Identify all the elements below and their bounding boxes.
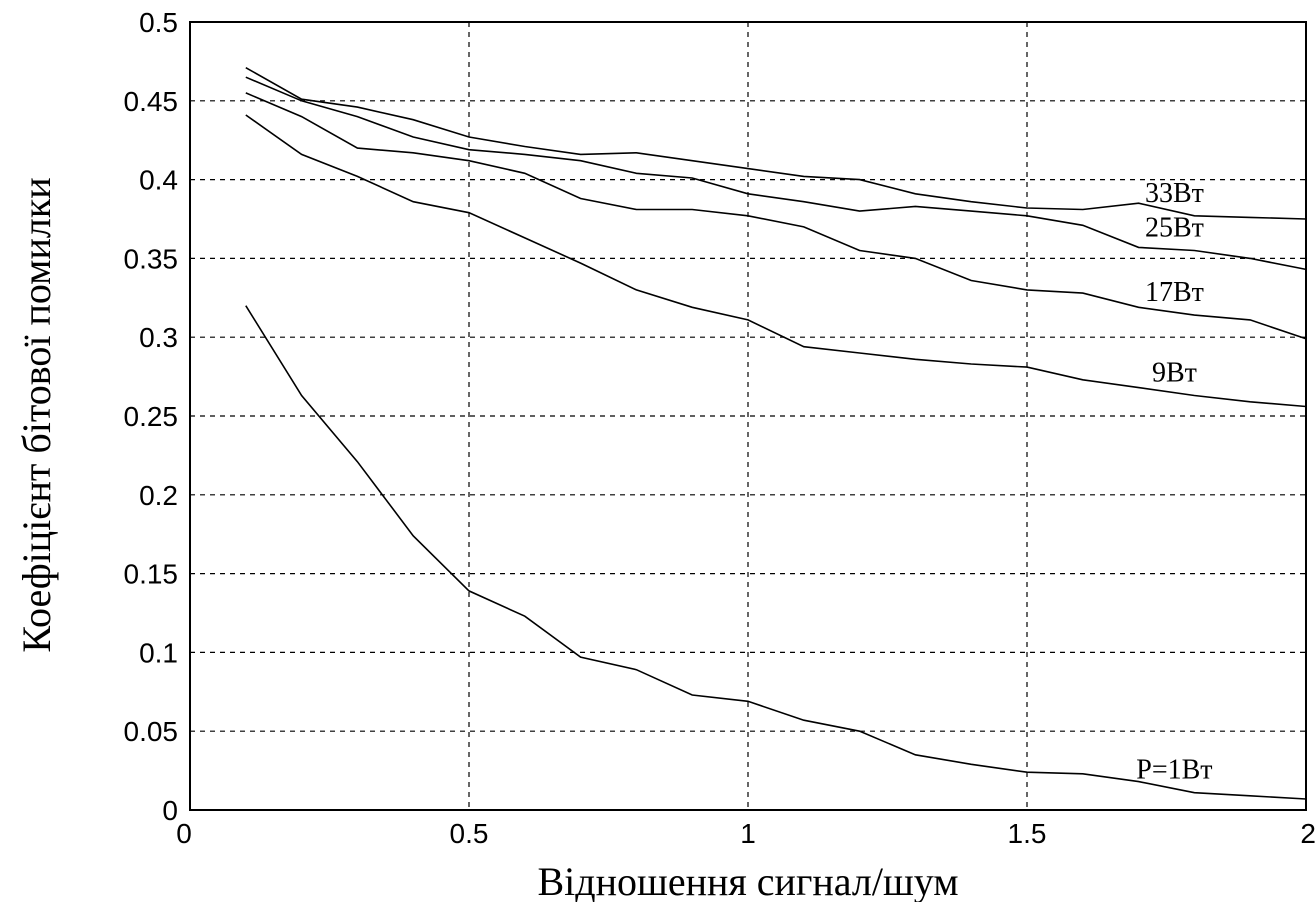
series-label-2: 17Вт	[1145, 277, 1204, 308]
y-tick-label: 0.5	[139, 7, 178, 38]
y-tick-label: 0.35	[124, 243, 179, 274]
series-label-3: 9Вт	[1152, 358, 1197, 389]
y-tick-label: 0.05	[124, 716, 179, 747]
plot-frame	[189, 21, 1307, 811]
y-tick-label: 0	[162, 795, 178, 826]
y-tick-label: 0.25	[124, 401, 179, 432]
x-tick-label: 1.5	[1008, 818, 1047, 849]
series-label-0: 33Вт	[1145, 178, 1204, 209]
y-tick-label: 0.45	[124, 86, 179, 117]
plot-area	[245, 67, 1307, 800]
grid-lines	[190, 22, 1306, 810]
y-tick-label: 0.1	[139, 637, 178, 668]
series-label-1: 25Вт	[1145, 213, 1204, 244]
x-tick-label: 0.5	[450, 818, 489, 849]
y-axis-label: Коефіцієнт бітової помилки	[14, 177, 59, 652]
series-label-4: P=1Вт	[1136, 755, 1212, 786]
y-tick-label: 0.15	[124, 559, 179, 590]
y-tick-label: 0.4	[139, 165, 178, 196]
series-line-3	[245, 114, 1307, 408]
x-tick-label: 0	[176, 818, 192, 849]
y-tick-label: 0.3	[139, 322, 178, 353]
x-axis-label: Відношення сигнал/шум	[537, 859, 958, 902]
series-line-2	[245, 92, 1307, 340]
x-tick-label: 2	[1300, 818, 1316, 849]
x-tick-label: 1	[740, 818, 756, 849]
series-labels: 33Вт 25Вт 17Вт 9Вт P=1Вт	[1136, 178, 1212, 786]
series-line-0	[245, 67, 1307, 220]
tick-labels: 0 0.05 0.1 0.15 0.2 0.25 0.3 0.35 0.4 0.45 0.5 0 0.5…	[124, 7, 1316, 849]
series-line-4	[245, 305, 1307, 800]
series-line-1	[245, 76, 1307, 271]
y-tick-label: 0.2	[139, 480, 178, 511]
